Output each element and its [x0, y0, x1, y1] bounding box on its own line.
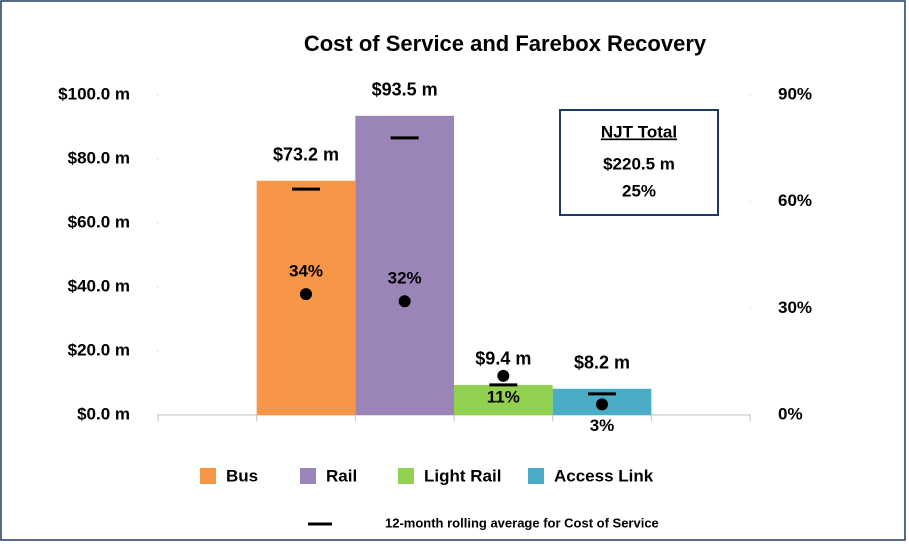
- value-label: $8.2 m: [574, 353, 630, 373]
- bar: [454, 384, 553, 415]
- legend-swatch: [528, 468, 544, 484]
- bar: [355, 115, 454, 416]
- legend-label: 12-month rolling average for Cost of Ser…: [385, 515, 659, 530]
- value-label: 32%: [388, 269, 422, 288]
- y-tick-label: $100.0 m: [58, 84, 130, 103]
- annotation-box: [559, 109, 719, 216]
- legend-label: Light Rail: [424, 466, 501, 485]
- dot: [596, 398, 608, 411]
- value-label: $73.2 m: [273, 145, 339, 165]
- y-tick-label: $60.0 m: [68, 212, 130, 231]
- annotation-line: $220.5 m: [603, 154, 675, 173]
- y-tick-label: $0.0 m: [77, 404, 130, 423]
- annotation-title: NJT Total: [601, 122, 677, 141]
- dot: [497, 369, 510, 382]
- legend-swatch: [300, 468, 316, 484]
- legend-swatch: [200, 468, 216, 484]
- legend-swatch: [398, 468, 414, 484]
- value-label: $93.5 m: [372, 80, 438, 100]
- y-tick-label: $20.0 m: [68, 340, 130, 359]
- y2-tick-label: 0%: [778, 404, 803, 423]
- value-label: 34%: [289, 262, 323, 281]
- y2-tick-label: 30%: [778, 298, 812, 317]
- y2-tick-label: 60%: [778, 191, 812, 210]
- legend-label: Access Link: [554, 466, 654, 485]
- annotation-line: 25%: [622, 181, 656, 200]
- value-label: $9.4 m: [475, 349, 531, 369]
- y-tick-label: $40.0 m: [68, 276, 130, 295]
- y-tick-label: $80.0 m: [68, 148, 130, 167]
- y2-tick-label: 90%: [778, 84, 812, 103]
- value-label: 11%: [487, 387, 520, 406]
- legend-label: Bus: [226, 466, 258, 485]
- value-label: 3%: [590, 416, 615, 435]
- chart-title: Cost of Service and Farebox Recovery: [304, 31, 707, 56]
- legend-label: Rail: [326, 466, 357, 485]
- dot: [300, 288, 312, 301]
- dot: [398, 295, 411, 308]
